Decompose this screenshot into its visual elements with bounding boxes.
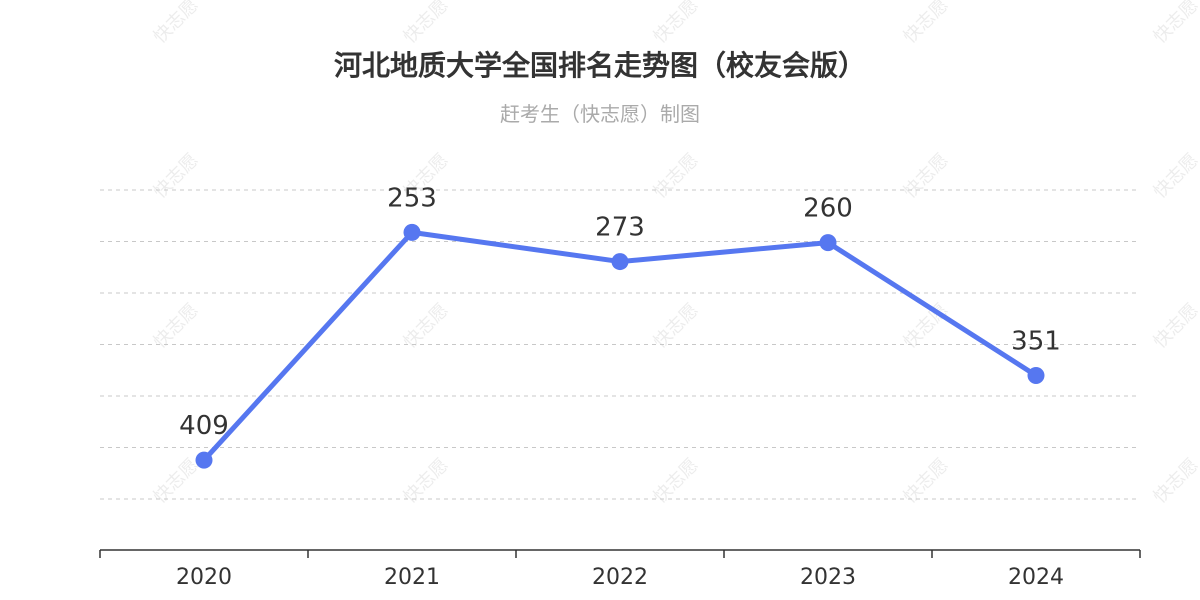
data-labels: 409 253 273 260 351 [179, 183, 1061, 441]
data-point[interactable] [1027, 366, 1045, 384]
chart-title: 河北地质大学全国排名走势图（校友会版） [333, 49, 866, 82]
chart-subtitle: 赶考生（快志愿）制图 [500, 102, 700, 126]
watermark-text: 快志愿 [400, 455, 453, 508]
watermark-text: 快志愿 [1150, 455, 1200, 508]
watermark-text: 快志愿 [1150, 300, 1200, 353]
x-tick-label: 2022 [592, 565, 648, 590]
data-label: 409 [179, 411, 229, 441]
x-tick-label: 2021 [384, 565, 440, 590]
x-axis: 2020 2021 2022 2023 2024 [99, 549, 1141, 590]
data-point[interactable] [819, 234, 837, 252]
series-rank [195, 223, 1045, 469]
watermark-text: 快志愿 [150, 0, 203, 48]
watermark-text: 快志愿 [1150, 150, 1200, 203]
watermark-text: 快志愿 [650, 0, 703, 48]
x-tick-label: 2023 [800, 565, 856, 590]
gridlines [100, 189, 1140, 500]
data-label: 260 [803, 194, 853, 224]
data-label: 253 [387, 183, 437, 213]
watermark-text: 快志愿 [650, 150, 703, 203]
watermark-text: 快志愿 [650, 455, 703, 508]
x-tick-label: 2024 [1008, 565, 1064, 590]
data-label: 351 [1011, 326, 1061, 356]
watermark-text: 快志愿 [900, 0, 953, 48]
watermark-text: 快志愿 [900, 150, 953, 203]
watermark-text: 快志愿 [400, 0, 453, 48]
data-point[interactable] [611, 253, 629, 271]
data-label: 273 [595, 213, 645, 243]
watermark-text: 快志愿 [900, 455, 953, 508]
data-point[interactable] [403, 223, 421, 241]
watermark-text: 快志愿 [1150, 0, 1200, 48]
watermark-layer: 快志愿 快志愿 快志愿 快志愿 快志愿快志愿 快志愿 快志愿 快志愿 快志愿快志愿 快志愿 快志愿快… [150, 0, 1200, 508]
x-tick-label: 2020 [176, 565, 232, 590]
watermark-text: 快志愿 [150, 455, 203, 508]
data-point[interactable] [195, 451, 213, 469]
watermark-text: 快志愿 [150, 150, 203, 203]
